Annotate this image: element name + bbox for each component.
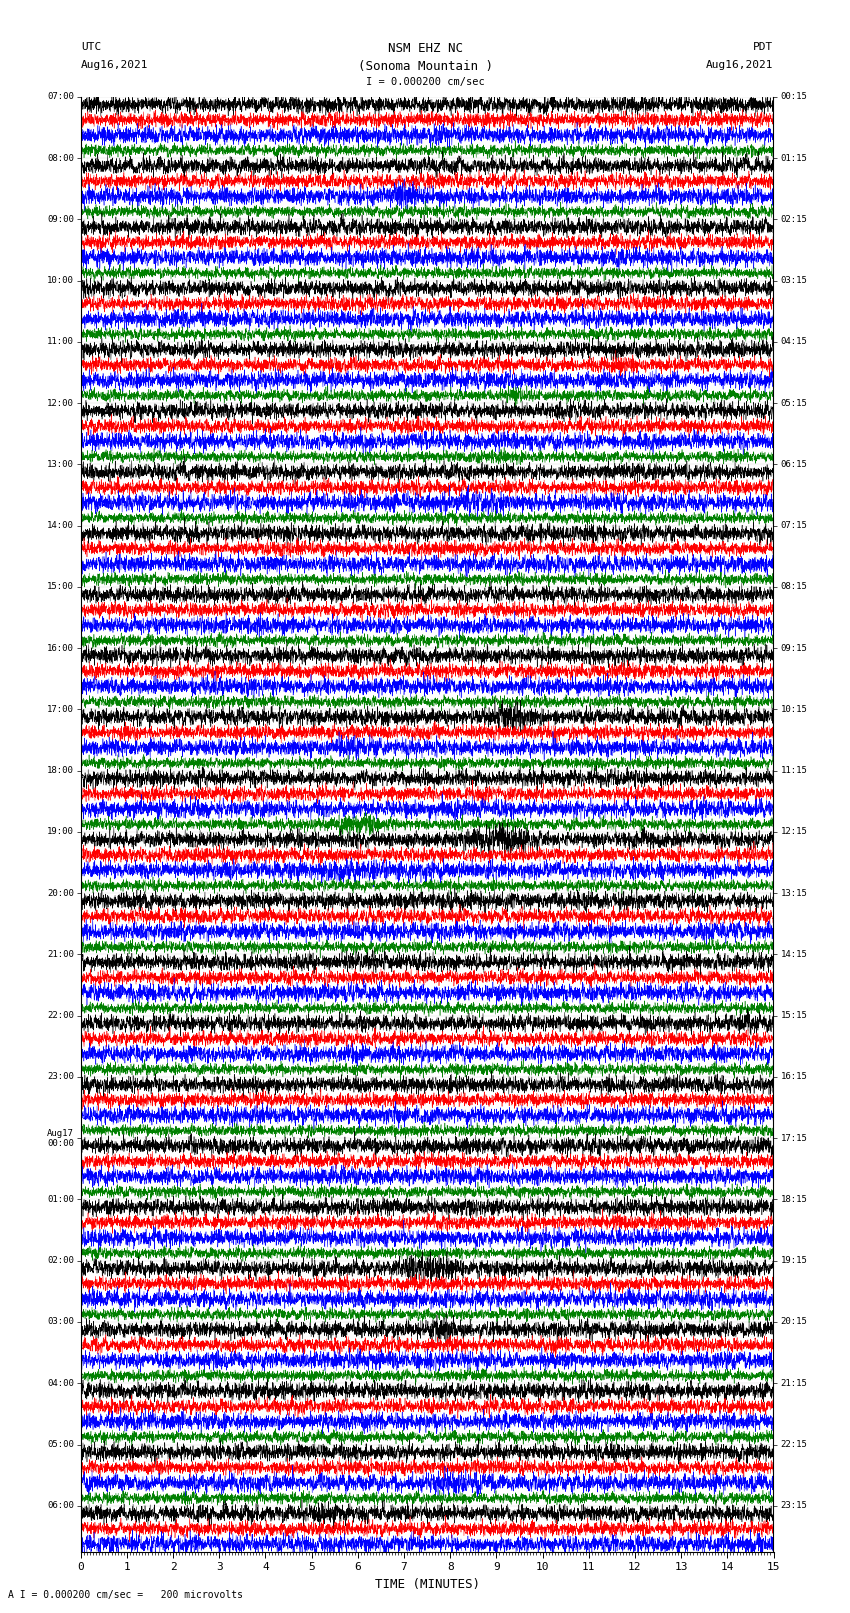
- Text: Aug16,2021: Aug16,2021: [706, 60, 774, 69]
- X-axis label: TIME (MINUTES): TIME (MINUTES): [375, 1578, 479, 1590]
- Text: PDT: PDT: [753, 42, 774, 52]
- Text: A I = 0.000200 cm/sec =   200 microvolts: A I = 0.000200 cm/sec = 200 microvolts: [8, 1590, 243, 1600]
- Text: UTC: UTC: [81, 42, 101, 52]
- Text: (Sonoma Mountain ): (Sonoma Mountain ): [358, 60, 492, 73]
- Text: Aug16,2021: Aug16,2021: [81, 60, 148, 69]
- Text: I = 0.000200 cm/sec: I = 0.000200 cm/sec: [366, 77, 484, 87]
- Text: NSM EHZ NC: NSM EHZ NC: [388, 42, 462, 55]
